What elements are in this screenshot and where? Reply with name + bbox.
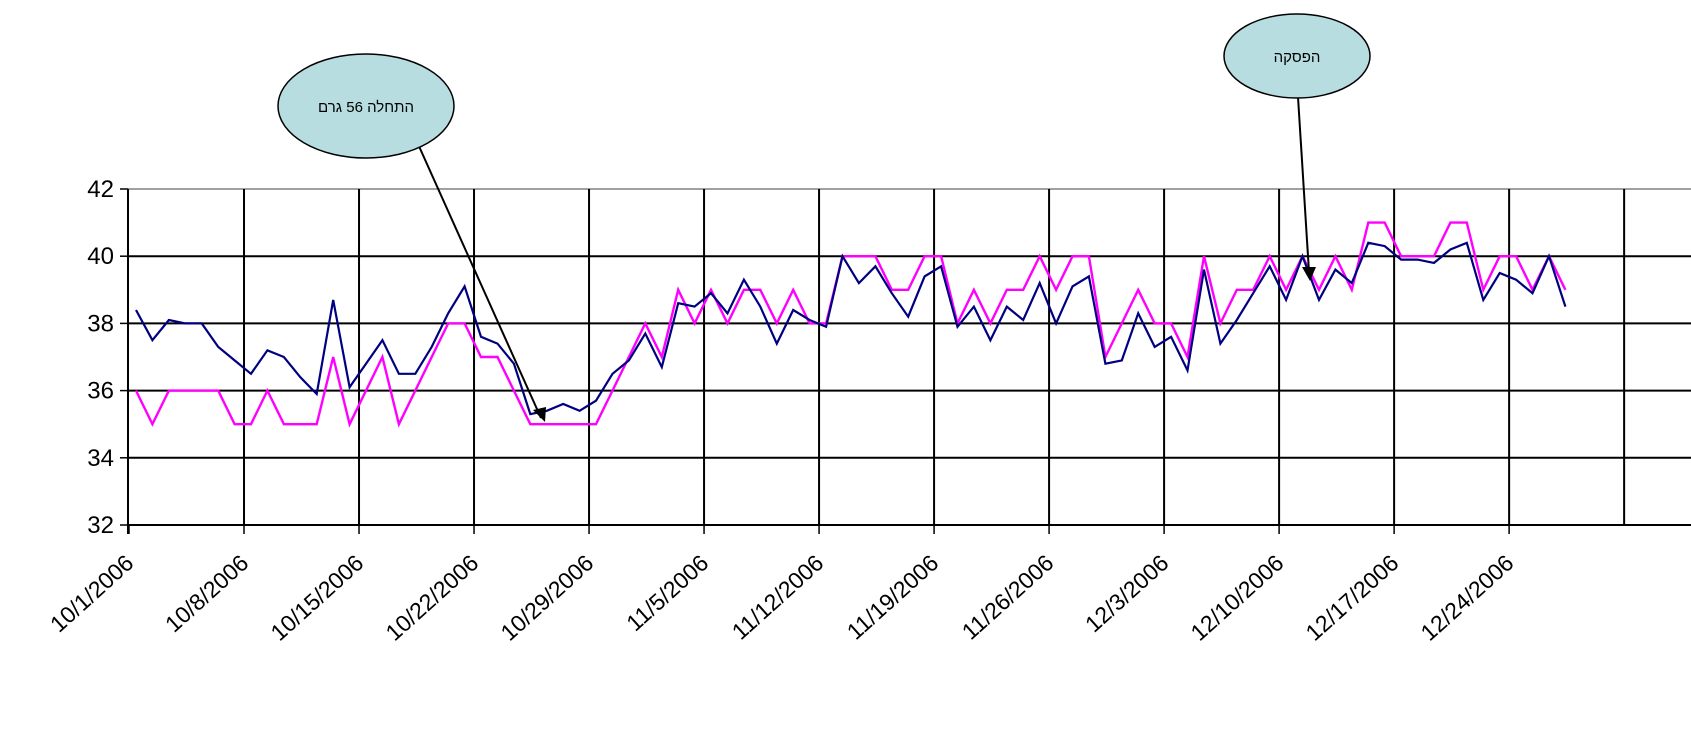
x-tick-label: 12/3/2006 [1080,549,1173,637]
callout-stop-text: הפסקה [1274,49,1321,66]
series-1-line [135,241,1567,416]
x-tick-label: 12/17/2006 [1301,549,1404,645]
vertical-gridlines [128,189,1626,534]
y-tick-label: 42 [87,176,114,203]
x-tick-label: 11/26/2006 [957,549,1059,644]
y-axis-tick-labels: 32 34 36 38 40 42 [87,176,114,539]
callout-start-leader [417,143,542,419]
x-tick-label: 10/8/2006 [160,549,253,637]
x-tick-label: 11/12/2006 [727,549,829,644]
x-tick-label: 11/5/2006 [621,549,713,636]
axes [127,189,1691,534]
y-tick-label: 36 [87,378,114,405]
callout-start-text: התחלה 56 גרם [318,99,414,116]
x-tick-label: 10/15/2006 [265,549,368,645]
x-tick-label: 10/29/2006 [495,549,598,645]
x-tick-label: 11/19/2006 [842,549,944,644]
x-tick-label: 10/22/2006 [380,549,483,645]
y-tick-label: 34 [87,445,114,472]
callout-start-bubble [277,53,455,159]
callout-stop-arrowhead [1302,267,1316,281]
horizontal-gridlines [120,188,1691,526]
callout-stop-leader [1297,96,1310,273]
callouts: התחלה 56 גרם הפסקה [277,13,1371,422]
series-lines [134,221,1567,428]
x-axis-tick-labels: 10/1/2006 10/8/2006 10/15/2006 10/22/2006 10… [45,549,1519,645]
y-tick-label: 40 [87,243,114,270]
y-tick-label: 38 [87,310,114,337]
x-tick-label: 10/1/2006 [45,549,138,637]
series-2-line [134,221,1567,428]
callout-start: התחלה 56 גרם [277,53,546,422]
y-tick-label: 32 [87,512,114,539]
callout-stop: הפסקה [1223,13,1371,281]
x-tick-label: 12/10/2006 [1185,549,1288,645]
callout-stop-bubble [1223,13,1371,99]
x-tick-label: 12/24/2006 [1416,549,1519,645]
callout-start-arrowhead [533,407,546,422]
